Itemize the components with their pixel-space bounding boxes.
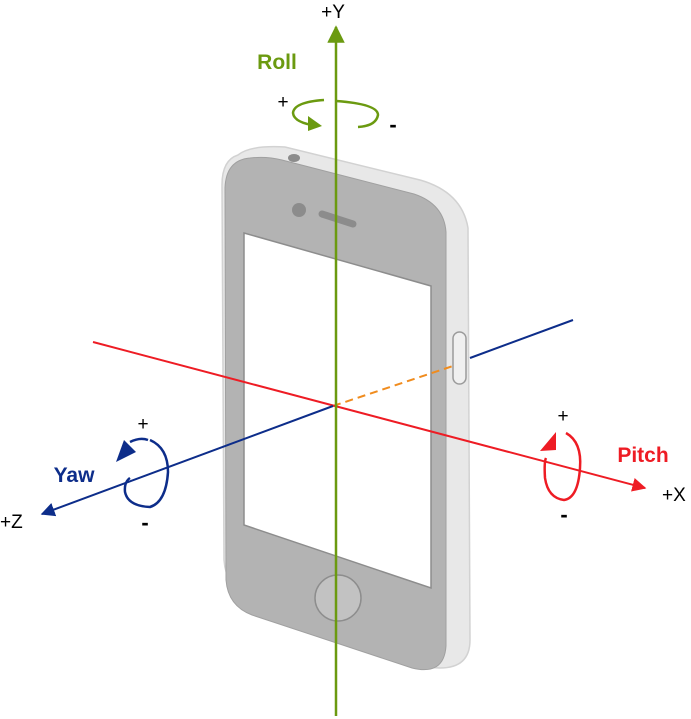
x-axis-label: +X — [662, 485, 686, 506]
roll-arrow-icon — [291, 98, 380, 129]
roll-plus: + — [277, 92, 288, 113]
y-axis-label: +Y — [321, 2, 345, 23]
top-sensor-icon — [288, 154, 300, 162]
z-axis-front — [40, 405, 334, 517]
x-axis — [92, 341, 647, 492]
pitch-minus: - — [560, 502, 567, 527]
roll-indicator: Roll + - — [257, 51, 397, 137]
yaw-plus: + — [137, 414, 148, 435]
pitch-arrow-icon — [543, 431, 582, 502]
yaw-minus: - — [141, 510, 148, 535]
z-axis-label: +Z — [0, 512, 23, 533]
pitch-plus: + — [557, 406, 568, 427]
roll-arrowhead-icon — [308, 116, 322, 131]
home-button-icon — [314, 574, 362, 622]
roll-label: Roll — [257, 51, 297, 74]
pitch-label: Pitch — [617, 444, 668, 467]
camera-icon — [292, 203, 306, 217]
pitch-indicator: Pitch + - — [540, 406, 669, 527]
phone-screen — [243, 232, 432, 590]
roll-minus: - — [389, 112, 396, 137]
z-axis-back — [469, 319, 574, 359]
yaw-indicator: Yaw + - — [54, 414, 170, 535]
z-axis-hidden — [332, 365, 454, 407]
yaw-arrowhead-icon — [116, 440, 136, 462]
side-button-icon — [452, 331, 467, 385]
yaw-arrow-icon — [123, 437, 170, 509]
pitch-arrowhead-icon — [540, 432, 556, 451]
speaker-icon — [318, 210, 357, 228]
yaw-label: Yaw — [54, 464, 96, 487]
phone-icon — [221, 145, 471, 671]
